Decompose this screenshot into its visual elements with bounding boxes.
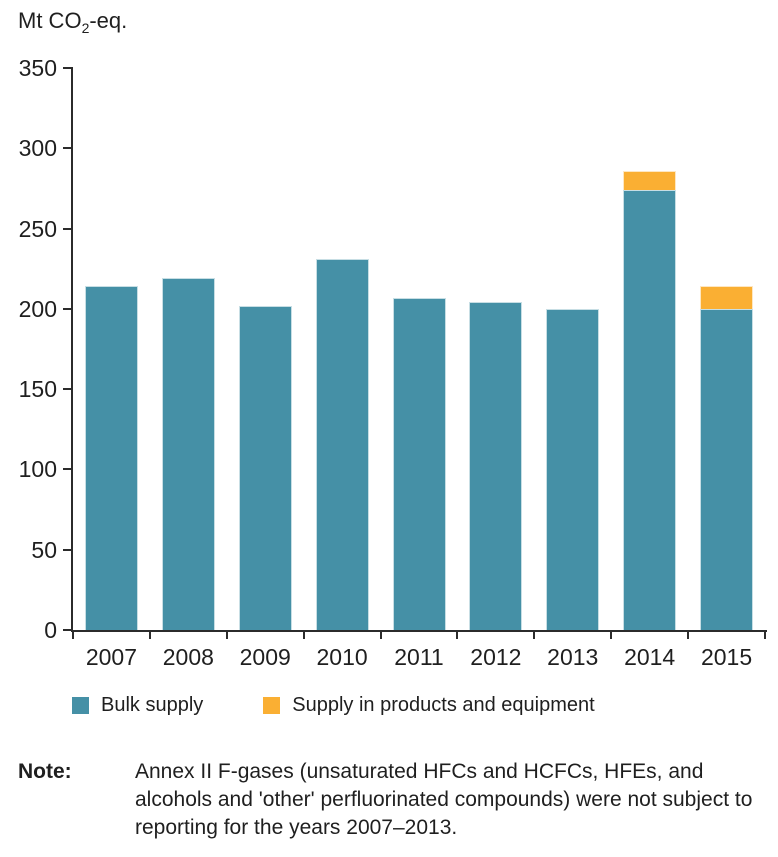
y-axis-tick-label-300: 300: [18, 135, 57, 162]
y-axis-tick-150: [63, 388, 71, 391]
bar-2012-bulk-supply: [469, 302, 523, 630]
x-axis-label-2011: 2011: [394, 644, 444, 670]
legend-label-bulk-supply: Bulk supply: [101, 694, 204, 716]
x-axis-label-2013: 2013: [547, 644, 599, 670]
y-axis-line: [71, 67, 73, 632]
y-axis-tick-label-150: 150: [18, 376, 57, 403]
legend-swatch-supply-in-products-and-equipment: [263, 697, 281, 714]
y-axis-tick-300: [63, 147, 71, 150]
bar-2008-bulk-supply: [161, 278, 215, 630]
y-axis-tick-label-50: 50: [31, 536, 57, 563]
y-axis-tick-label-0: 0: [44, 617, 57, 643]
x-axis-label-2014: 2014: [624, 644, 676, 670]
x-axis-tick-5: [456, 632, 459, 639]
bar-2015-bulk-supply: [700, 308, 754, 630]
legend-swatch-bulk-supply: [72, 697, 89, 714]
bar-2009-bulk-supply: [238, 305, 292, 630]
unit-label-suffix: -eq.: [89, 8, 128, 33]
bar-2013-bulk-supply: [546, 308, 600, 630]
x-axis-tick-0: [72, 632, 74, 639]
y-axis-tick-50: [63, 548, 71, 551]
y-axis-unit-label: Mt CO2-eq.: [18, 8, 128, 36]
x-axis-label-2007: 2007: [85, 644, 138, 670]
x-axis-tick-7: [610, 632, 613, 639]
x-axis-label-2010: 2010: [316, 644, 368, 670]
bar-2015-supply-in-products-and-equipment: [700, 286, 754, 309]
legend-item-supply-in-products-and-equipment: Supply in products and equipment: [263, 694, 595, 717]
y-axis-tick-350: [63, 67, 71, 69]
x-axis-tick-4: [379, 632, 382, 639]
unit-label-prefix: Mt CO: [18, 8, 82, 33]
bar-2014-bulk-supply: [623, 190, 677, 630]
unit-label-subscript: 2: [81, 20, 90, 36]
y-axis-tick-200: [63, 307, 71, 310]
x-axis-tick-9: [764, 632, 766, 639]
x-axis-tick-2: [225, 632, 228, 639]
x-axis-tick-8: [687, 632, 690, 639]
y-axis-tick-label-100: 100: [18, 456, 57, 483]
x-axis-label-2009: 2009: [239, 644, 291, 670]
y-axis-tick-250: [63, 227, 71, 230]
bar-2007-bulk-supply: [84, 286, 138, 630]
bar-2011-bulk-supply: [392, 297, 446, 630]
bar-2014-supply-in-products-and-equipment: [623, 170, 677, 191]
x-axis-tick-1: [148, 632, 151, 639]
y-axis-tick-label-350: 350: [18, 55, 57, 81]
y-axis-tick-0: [63, 629, 71, 631]
y-axis-tick-label-250: 250: [18, 215, 57, 242]
note-label: Note:: [18, 760, 72, 783]
legend: Bulk supply Supply in products and equipm…: [72, 694, 595, 717]
bar-2010-bulk-supply: [315, 259, 369, 630]
x-axis-line: [71, 630, 767, 632]
x-axis-label-2008: 2008: [162, 644, 214, 670]
y-axis-tick-label-200: 200: [18, 295, 57, 322]
x-axis-label-2015: 2015: [700, 644, 753, 670]
legend-item-bulk-supply: Bulk supply: [72, 694, 203, 717]
legend-label-supply-in-products-and-equipment: Supply in products and equipment: [292, 694, 595, 716]
note-text: Annex II F-gases (unsaturated HFCs and H…: [135, 760, 753, 839]
x-axis-label-2012: 2012: [470, 644, 522, 670]
x-axis-tick-6: [533, 632, 536, 639]
x-axis-tick-3: [302, 632, 305, 639]
y-axis-tick-100: [63, 468, 71, 471]
